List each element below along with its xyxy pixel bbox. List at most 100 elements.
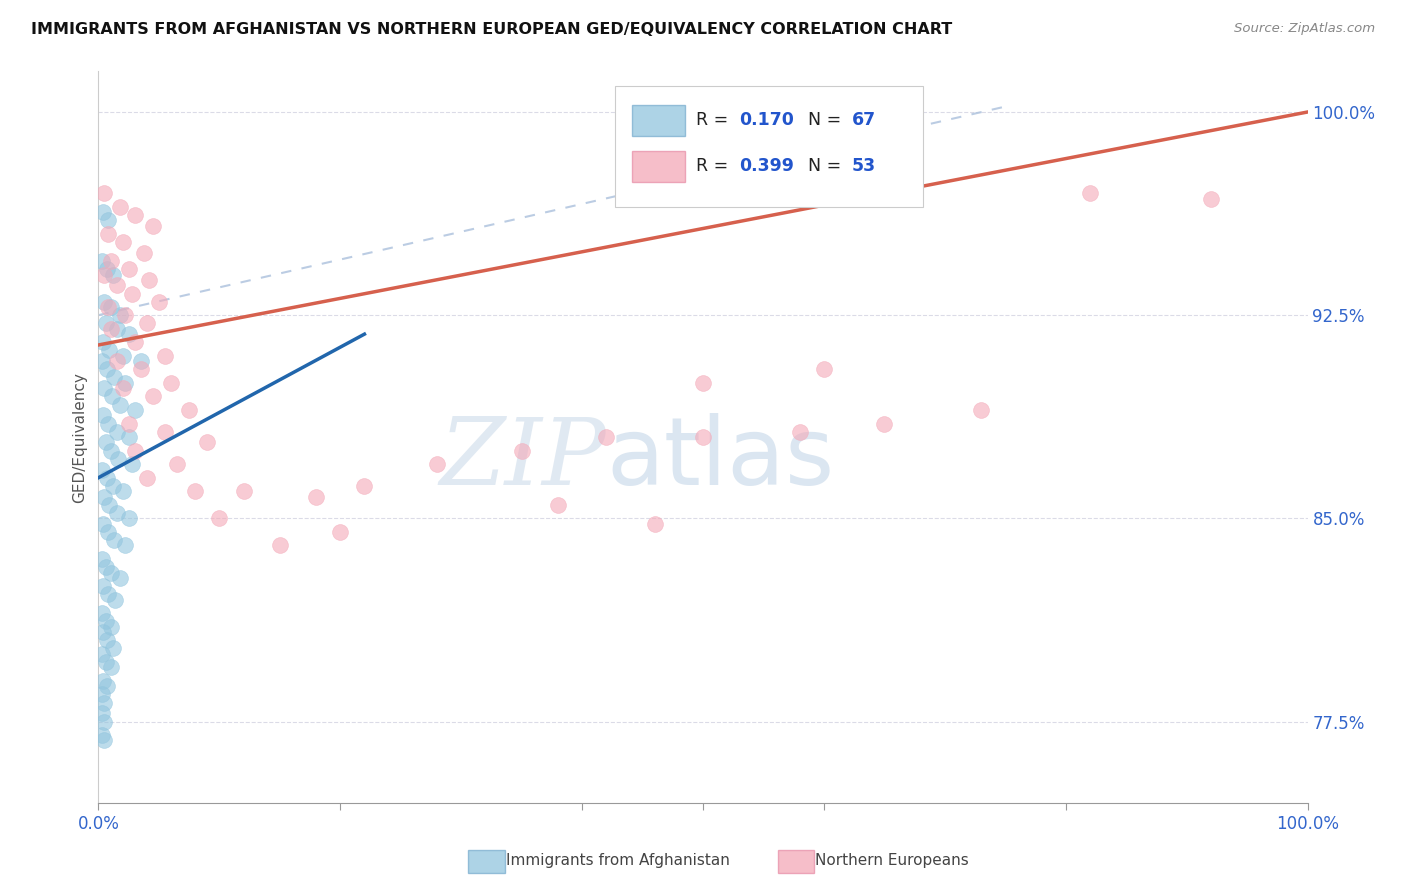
Point [138,273,160,287]
Text: 0.170: 0.170 [740,112,794,129]
Text: R =: R = [696,158,734,176]
Point [105,278,128,293]
Point [108,200,131,214]
Point [100,322,122,336]
Point [97,213,120,227]
Point [184,484,207,499]
Point [100,300,122,314]
Point [813,362,835,376]
Point [970,403,993,417]
Text: N =: N = [808,112,846,129]
Point [129,354,152,368]
Point [148,294,170,309]
Point [91,606,114,620]
Point [873,417,896,431]
Point [114,538,136,552]
Point [94,655,117,669]
Point [91,728,114,742]
Point [108,398,131,412]
Point [100,566,122,580]
Point [91,625,114,640]
Point [118,511,141,525]
Point [91,552,114,566]
Point [124,335,146,350]
Point [96,262,118,277]
Point [104,592,127,607]
Text: 67: 67 [852,112,876,129]
Point [160,376,183,390]
Text: 0.399: 0.399 [740,158,794,176]
Point [96,362,118,376]
Point [129,362,152,376]
Point [103,533,125,547]
Point [118,327,141,342]
Point [114,308,136,322]
Point [100,443,122,458]
FancyBboxPatch shape [631,151,685,182]
Y-axis label: GED/Equivalency: GED/Equivalency [72,372,87,502]
Point [510,443,533,458]
Point [94,316,117,330]
Point [97,417,120,431]
Point [134,245,156,260]
Point [118,262,141,277]
Point [94,560,117,574]
Point [108,571,131,585]
Point [124,208,146,222]
Point [97,587,120,601]
Point [101,268,124,282]
Point [91,579,114,593]
Text: Northern Europeans: Northern Europeans [815,854,969,868]
Point [595,430,617,444]
Point [94,435,117,450]
Point [93,268,115,282]
Point [153,425,176,439]
Text: atlas: atlas [606,413,835,505]
Point [93,294,115,309]
Point [103,370,125,384]
FancyBboxPatch shape [631,105,685,136]
Point [114,376,136,390]
Point [91,673,114,688]
Point [111,235,134,249]
Point [91,335,114,350]
Point [195,435,218,450]
Text: IMMIGRANTS FROM AFGHANISTAN VS NORTHERN EUROPEAN GED/EQUIVALENCY CORRELATION CHA: IMMIGRANTS FROM AFGHANISTAN VS NORTHERN … [31,22,952,37]
Point [142,219,165,233]
Point [789,425,811,439]
Point [98,343,121,358]
Point [91,354,114,368]
Point [353,479,375,493]
Point [97,227,120,241]
Point [547,498,569,512]
Point [96,471,118,485]
Point [96,633,118,648]
Text: ZIP: ZIP [440,414,606,504]
Point [93,733,115,747]
Point [269,538,291,552]
Point [208,511,231,525]
Point [121,286,143,301]
Point [101,479,124,493]
Point [118,417,141,431]
Point [1078,186,1101,201]
FancyBboxPatch shape [614,86,924,207]
Text: Source: ZipAtlas.com: Source: ZipAtlas.com [1234,22,1375,36]
Point [644,516,666,531]
Point [97,300,120,314]
Point [105,354,128,368]
Point [135,471,157,485]
Text: Immigrants from Afghanistan: Immigrants from Afghanistan [506,854,730,868]
Point [91,205,114,219]
Point [118,430,141,444]
Point [91,688,114,702]
Point [100,660,122,674]
Point [91,409,114,423]
Point [111,484,134,499]
Point [121,457,143,471]
Point [98,498,121,512]
Point [105,322,128,336]
Point [96,679,118,693]
Point [1199,192,1222,206]
Point [93,186,115,201]
